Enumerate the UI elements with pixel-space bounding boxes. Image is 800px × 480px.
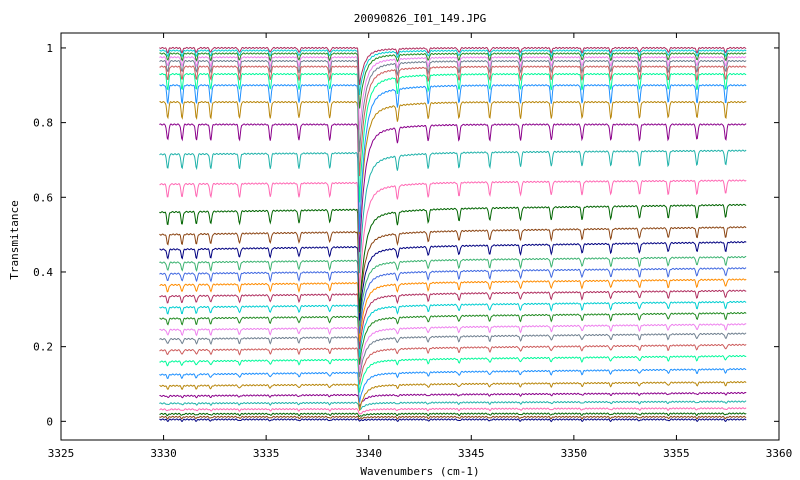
x-axis-title: Wavenumbers (cm-1) (360, 465, 479, 478)
series-line (159, 367, 747, 403)
series-group (159, 46, 747, 423)
y-tick-label: 0.8 (33, 117, 53, 130)
series-line (159, 241, 747, 321)
series-line (159, 72, 747, 203)
series-line (159, 52, 747, 109)
series-line (159, 278, 747, 342)
series-line (159, 46, 747, 86)
series-line (159, 415, 747, 420)
x-tick-label: 3330 (150, 447, 177, 460)
series-line (159, 289, 747, 350)
series-line (159, 84, 747, 233)
y-tick-label: 0.4 (33, 266, 53, 279)
series-line (159, 343, 747, 385)
series-line (159, 255, 747, 327)
x-tick-label: 3335 (253, 447, 280, 460)
x-tick-label: 3325 (48, 447, 75, 460)
series-line (159, 300, 747, 358)
y-tick-label: 1 (46, 42, 53, 55)
series-line (159, 412, 747, 417)
series-line (159, 267, 747, 334)
y-axis-title: Transmitance (8, 200, 21, 279)
y-axis: 0 0.2 0.4 0.6 0.8 1 (33, 42, 779, 428)
series-line (159, 100, 747, 234)
series-line (159, 354, 747, 393)
series-line (159, 418, 747, 423)
series-line (159, 391, 747, 408)
x-tick-label: 3350 (561, 447, 588, 460)
x-tick-label: 3345 (458, 447, 485, 460)
y-tick-label: 0.6 (33, 191, 53, 204)
y-tick-label: 0.2 (33, 341, 53, 354)
series-line (159, 226, 747, 314)
series-line (159, 407, 747, 415)
series-line (159, 203, 747, 313)
series-line (159, 49, 747, 95)
x-tick-label: 3360 (766, 447, 793, 460)
x-tick-label: 3355 (663, 447, 690, 460)
x-tick-label: 3340 (355, 447, 382, 460)
series-line (159, 59, 747, 152)
series-line (159, 323, 747, 372)
series-line (159, 332, 747, 378)
series-line (159, 179, 747, 293)
series-line (159, 56, 747, 131)
x-axis: 3325 3330 3335 3340 3345 3350 3355 3360 (48, 33, 793, 460)
series-line (159, 400, 747, 411)
series-line (159, 65, 747, 177)
series-line (159, 381, 747, 411)
series-line (159, 123, 747, 253)
y-tick-label: 0 (46, 415, 53, 428)
series-line (159, 311, 747, 365)
plot-frame (60, 32, 780, 441)
series-line (159, 149, 747, 274)
chart-title: 20090826_I01_149.JPG (354, 12, 486, 25)
